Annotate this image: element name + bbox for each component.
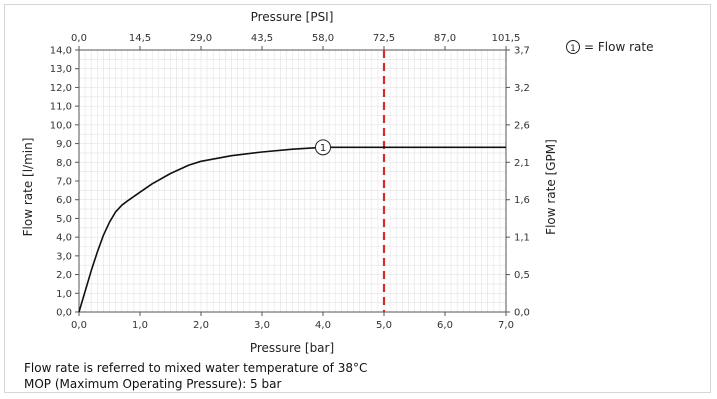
x2-tick-label: 87,0 (434, 33, 456, 44)
y-tick-label: 12,0 (50, 83, 72, 94)
curve-marker-label: 1 (320, 143, 326, 154)
curve-marker (315, 139, 331, 156)
note-mop: MOP (Maximum Operating Pressure): 5 bar (24, 377, 282, 391)
y-tick-label: 6,0 (56, 195, 72, 206)
y-tick-label: 5,0 (56, 214, 72, 225)
y2-tick-label: 1,1 (514, 233, 530, 244)
x2-tick-label: 43,5 (251, 33, 273, 44)
note-temperature: Flow rate is referred to mixed water tem… (24, 361, 368, 375)
y2-tick-label: 2,6 (514, 120, 530, 131)
y-tick-label: 11,0 (50, 102, 72, 113)
x-tick-label: 1,0 (132, 320, 148, 331)
y-tick-label: 7,0 (56, 177, 72, 188)
y-tick-label: 1,0 (56, 289, 72, 300)
x-axis-title: Pressure [bar] (250, 341, 334, 355)
legend-text: = Flow rate (584, 40, 653, 54)
y-tick-label: 2,0 (56, 270, 72, 281)
y2-tick-label: 3,2 (514, 83, 530, 94)
x2-tick-label: 29,0 (190, 33, 212, 44)
x2-axis-title: Pressure [PSI] (251, 10, 334, 24)
y-tick-label: 4,0 (56, 233, 72, 244)
y2-tick-label: 0,5 (514, 270, 530, 281)
legend: 1 = Flow rate (566, 40, 653, 54)
legend-marker-label: 1 (570, 44, 576, 54)
tick-labels: 0,0 1,0 2,0 3,0 4,0 5,0 6,0 7,00,0 14,5 29,0 43,5 5… (50, 33, 530, 331)
y-tick-label: 10,0 (50, 120, 72, 131)
x-tick-label: 7,0 (498, 320, 514, 331)
y2-tick-label: 1,6 (514, 195, 530, 206)
chart-frame (4, 4, 711, 393)
y-tick-label: 14,0 (50, 46, 72, 57)
y-tick-label: 3,0 (56, 251, 72, 262)
x-tick-label: 2,0 (193, 320, 209, 331)
flow-rate-curve (78, 146, 506, 313)
x-tick-label: 6,0 (437, 320, 453, 331)
y2-tick-label: 2,1 (514, 158, 530, 169)
x2-tick-label: 58,0 (312, 33, 334, 44)
grid (78, 49, 507, 313)
y-axis-title: Flow rate [l/min] (21, 138, 35, 237)
y2-tick-label: 0,0 (514, 308, 530, 319)
x-tick-label: 3,0 (254, 320, 270, 331)
legend-marker (566, 40, 580, 54)
axes (75, 46, 510, 316)
y2-tick-label: 3,7 (514, 46, 530, 57)
x-tick-label: 0,0 (71, 320, 87, 331)
y-tick-label: 8,0 (56, 158, 72, 169)
x2-tick-label: 0,0 (71, 33, 87, 44)
y-tick-label: 0,0 (56, 308, 72, 319)
x-tick-label: 4,0 (315, 320, 331, 331)
x2-tick-label: 14,5 (129, 33, 151, 44)
x-tick-label: 5,0 (376, 320, 392, 331)
y-tick-label: 9,0 (56, 139, 72, 150)
x2-tick-label: 101,5 (492, 33, 521, 44)
y-tick-label: 13,0 (50, 64, 72, 75)
y2-axis-title: Flow rate [GPM] (544, 139, 558, 235)
x2-tick-label: 72,5 (373, 33, 395, 44)
series: 1 (78, 50, 506, 313)
